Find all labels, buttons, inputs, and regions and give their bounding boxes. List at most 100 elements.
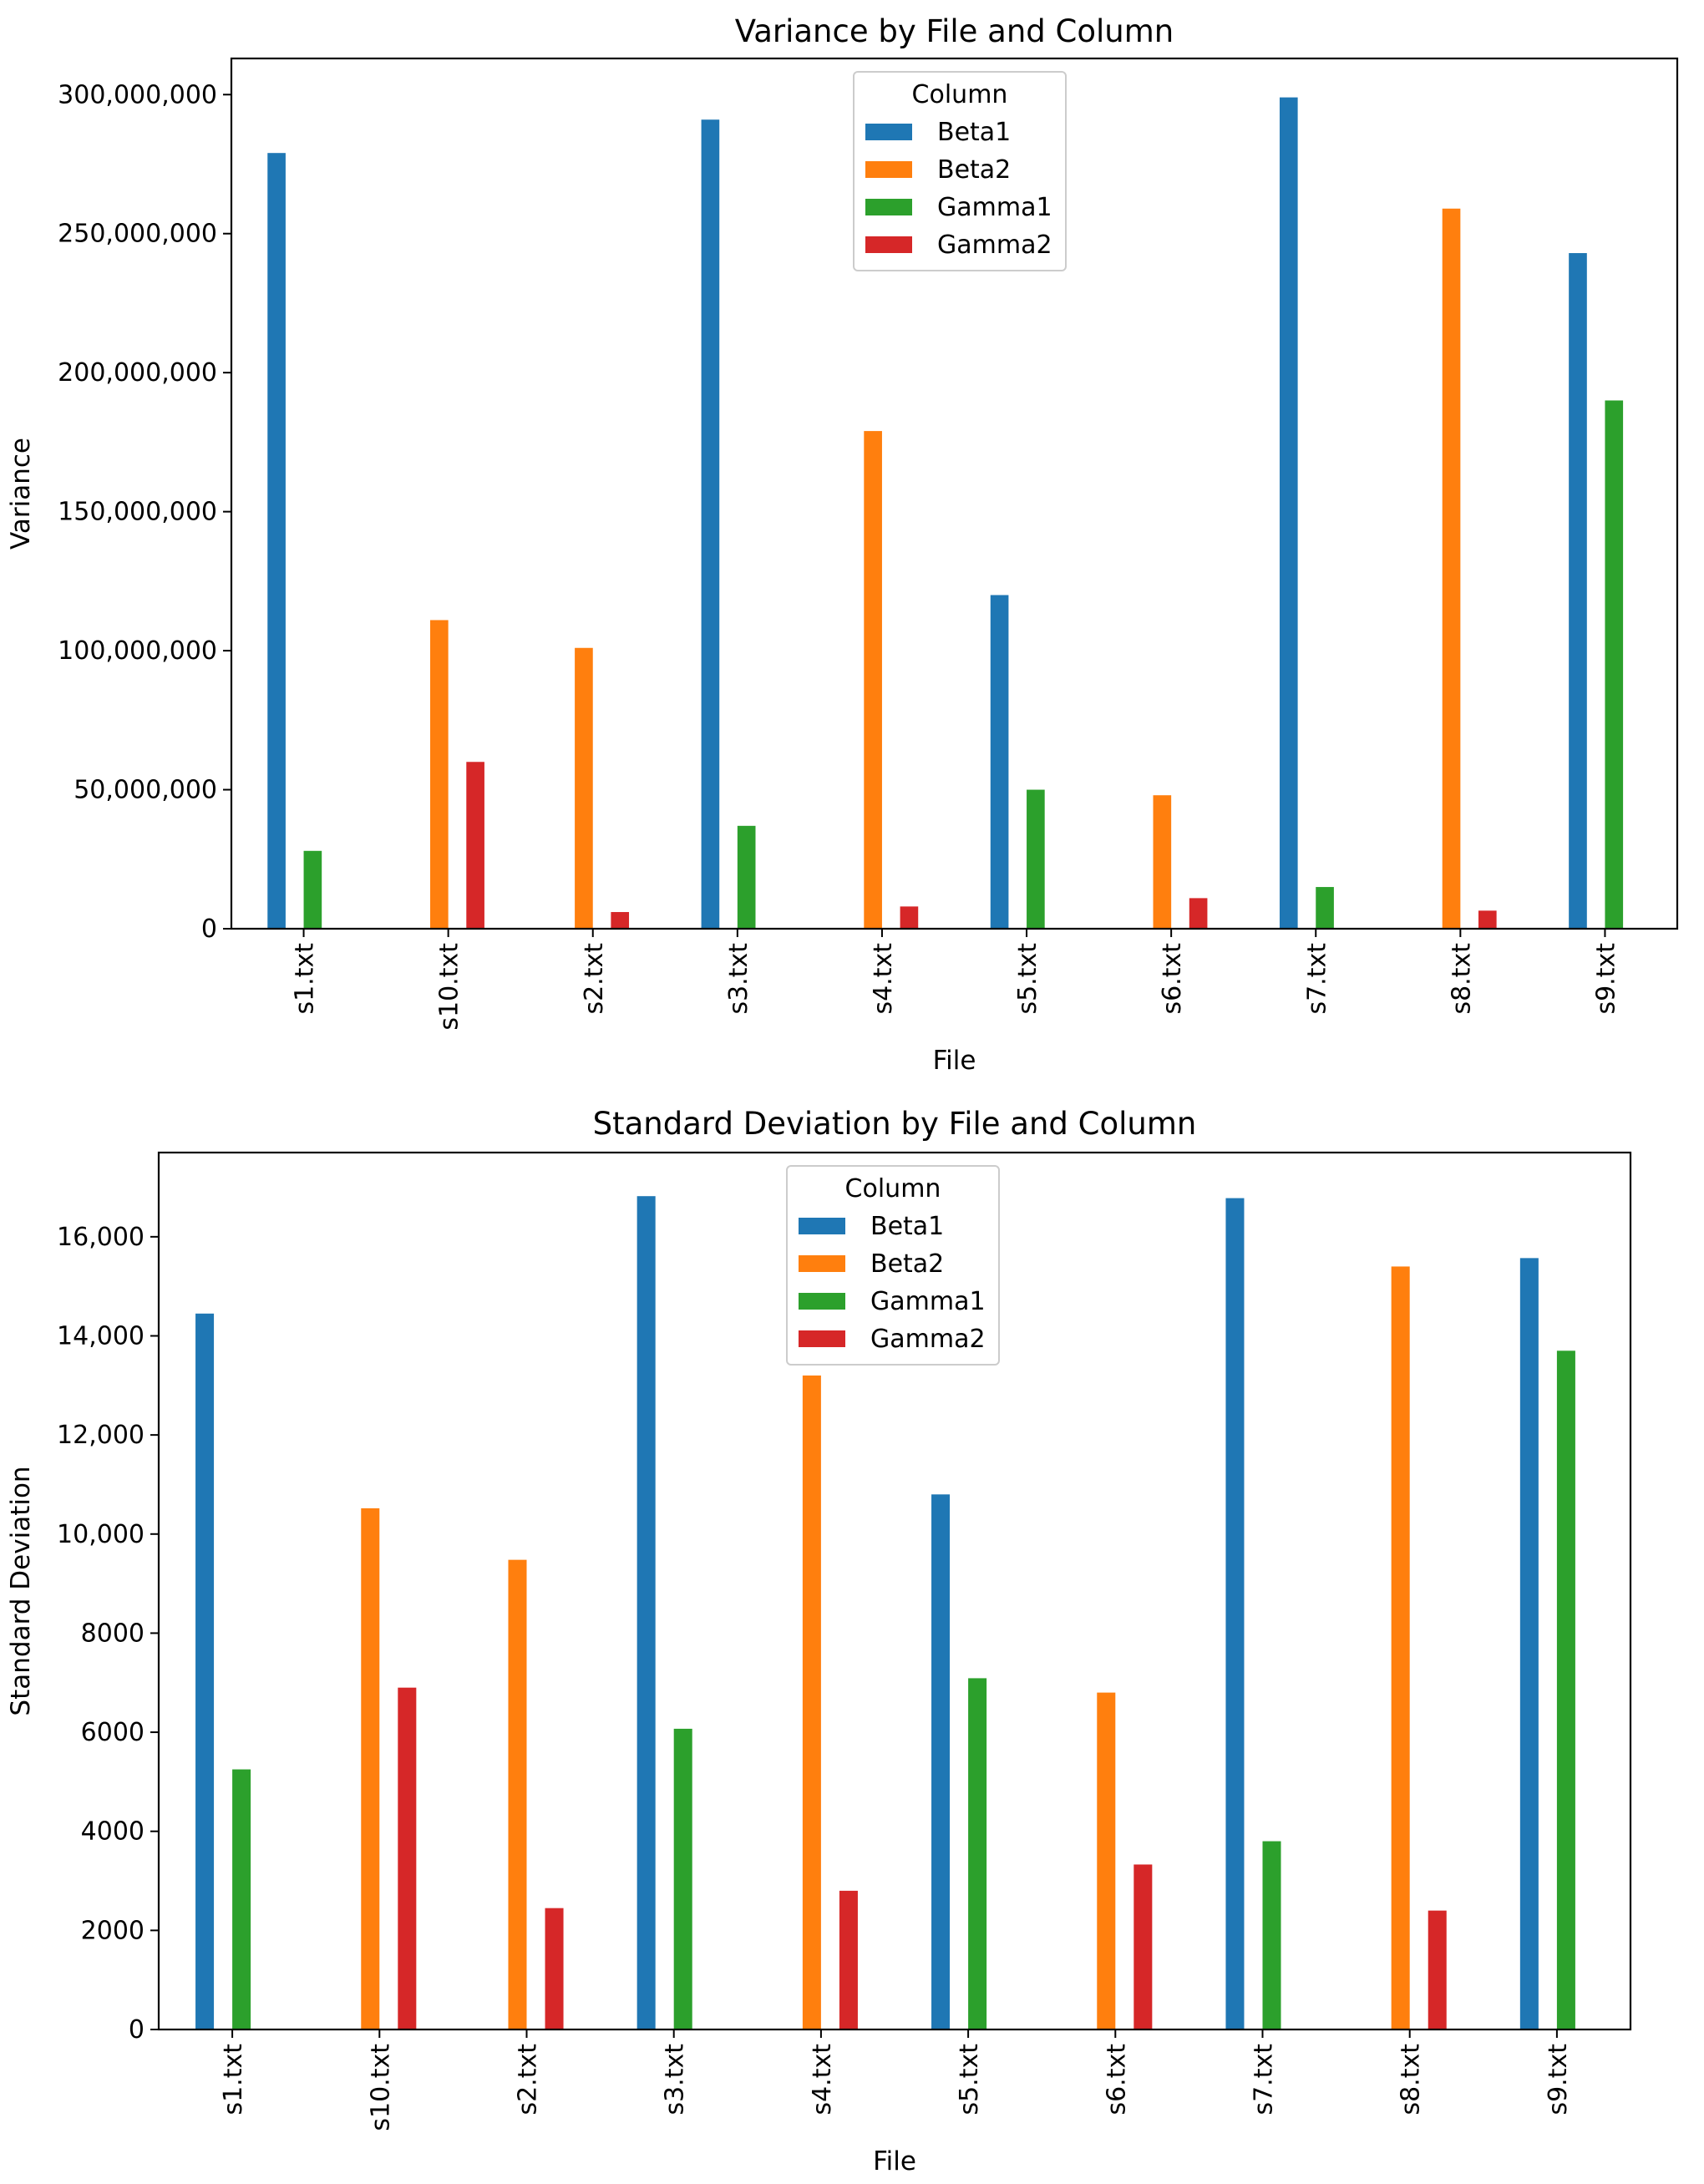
bar-beta1-s1-txt [267,153,286,929]
bar-gamma2-s4-txt [900,906,919,929]
bar-beta2-s10-txt [430,620,449,929]
x-tick-label: s8.txt [1447,943,1476,1015]
std-dev-chart: Standard Deviation by File and Column 0 20… [6,1106,1632,2176]
legend-label-beta2: Beta2 [870,1249,944,1279]
bar-gamma1-s9-txt [1605,400,1624,930]
bar-gamma2-s2-txt [545,1908,564,2029]
bar-gamma1-s5-txt [1027,789,1045,929]
x-tick-label: s8.txt [1397,2044,1426,2116]
bar-beta2-s2-txt [575,647,593,929]
y-tick-label: 14,000 [57,1321,145,1350]
x-axis-label: File [873,2146,916,2176]
x-tick-label: s3.txt [661,2044,690,2116]
y-tick-label: 0 [201,915,217,944]
x-tick-label: s5.txt [955,2044,984,2116]
chart-title: Standard Deviation by File and Column [593,1106,1197,1142]
legend-label-gamma1: Gamma1 [937,193,1052,222]
bar-beta2-s8-txt [1391,1266,1410,2029]
legend-swatch-beta2 [865,161,912,178]
legend-swatch-beta2 [799,1255,845,1272]
legend-title: Column [845,1174,941,1203]
y-tick-label: 6000 [81,1718,145,1747]
bar-beta1-s7-txt [1225,1198,1245,2029]
y-tick-label: 200,000,000 [58,358,217,388]
bar-beta1-s5-txt [990,595,1009,929]
legend-swatch-gamma1 [865,199,912,215]
x-axis-label: File [933,1046,976,1076]
y-tick-label: 12,000 [57,1421,145,1450]
plot-frame [157,1151,1632,2031]
plot-frame [230,57,1679,930]
bar-gamma2-s8-txt [1428,1910,1447,2029]
y-tick-label: 8000 [81,1619,145,1648]
bar-beta1-s5-txt [931,1494,951,2029]
x-tick-label: s7.txt [1250,2044,1279,2116]
bar-gamma1-s1-txt [232,1769,251,2029]
x-tick-label: s4.txt [869,943,898,1015]
bar-gamma2-s10-txt [398,1687,417,2029]
bar-gamma1-s1-txt [303,850,322,929]
y-tick-label: 10,000 [57,1520,145,1549]
legend-swatch-gamma1 [799,1293,845,1310]
bar-gamma2-s8-txt [1478,910,1497,929]
y-tick-label: 150,000,000 [58,498,217,527]
legend-label-beta1: Beta1 [937,118,1011,147]
y-axis-label: Variance [6,438,36,550]
x-tick-label: s6.txt [1158,943,1187,1015]
x-tick-label: s2.txt [514,2044,543,2116]
x-tick-label: s9.txt [1544,2044,1573,2116]
bar-beta2-s6-txt [1097,1692,1116,2029]
x-tick-label: s1.txt [219,2044,248,2116]
legend-swatch-gamma2 [865,236,912,253]
y-tick-label: 50,000,000 [74,776,217,805]
bar-beta2-s4-txt [802,1375,821,2029]
bar-gamma2-s2-txt [611,912,630,929]
bar-beta1-s3-txt [701,119,720,930]
x-tick-label: s7.txt [1302,943,1331,1015]
y-tick-label: 2000 [81,1916,145,1945]
legend-swatch-gamma2 [799,1330,845,1347]
legend-label-gamma1: Gamma1 [870,1287,986,1316]
y-tick-label: 4000 [81,1817,145,1847]
bar-gamma2-s10-txt [466,762,484,929]
variance-chart: Variance by File and Column 0 50,000,000 10… [6,13,1679,1076]
x-tick-label: s2.txt [580,943,609,1015]
legend-swatch-beta1 [799,1218,845,1234]
x-tick-label: s10.txt [435,943,464,1031]
y-tick-label: 300,000,000 [58,80,217,109]
legend-label-gamma2: Gamma2 [937,231,1052,260]
legend-title: Column [912,80,1008,109]
x-tick-label: s1.txt [291,943,320,1015]
bar-gamma1-s7-txt [1316,887,1334,929]
legend-box [786,1165,1000,1366]
bar-beta2-s10-txt [361,1508,380,2029]
bar-beta1-s7-txt [1279,97,1298,930]
y-tick-label: 0 [129,2015,145,2045]
legend-label-beta2: Beta2 [937,155,1011,185]
y-axis-label: Standard Deviation [6,1466,36,1715]
bar-gamma2-s4-txt [839,1890,858,2029]
x-tick-label: s9.txt [1591,943,1620,1015]
legend-label-gamma2: Gamma2 [870,1325,986,1354]
y-tick-label: 16,000 [57,1223,145,1252]
bar-beta1-s9-txt [1569,253,1587,929]
bar-gamma1-s3-txt [737,825,756,929]
y-tick-label: 100,000,000 [58,636,217,666]
x-tick-label: s6.txt [1102,2044,1131,2116]
chart-title: Variance by File and Column [735,13,1174,49]
bar-gamma1-s9-txt [1556,1350,1575,2029]
bar-gamma1-s5-txt [968,1678,987,2029]
bar-beta1-s3-txt [636,1196,656,2029]
x-tick-label: s5.txt [1013,943,1042,1015]
legend-label-beta1: Beta1 [870,1212,944,1241]
legend-box [853,71,1067,271]
x-tick-label: s4.txt [808,2044,837,2116]
bar-beta1-s9-txt [1519,1258,1539,2029]
x-tick-label: s3.txt [724,943,753,1015]
y-tick-label: 250,000,000 [58,220,217,249]
bar-gamma1-s7-txt [1262,1841,1281,2029]
legend-swatch-beta1 [865,124,912,140]
bar-beta2-s8-txt [1442,208,1461,929]
bar-beta2-s2-txt [508,1559,527,2029]
